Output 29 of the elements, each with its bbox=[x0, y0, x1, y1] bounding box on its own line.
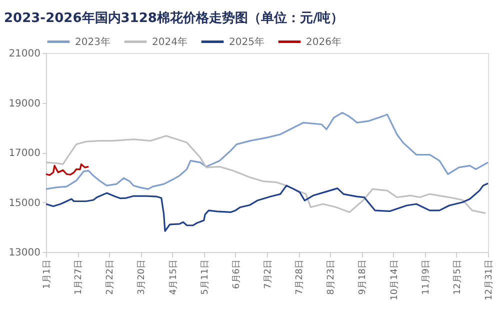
x-tick-label: 1月1日 bbox=[42, 260, 52, 289]
line-series bbox=[45, 182, 489, 232]
x-tick-label: 12月5日 bbox=[452, 260, 463, 295]
x-tick-label: 7月28日 bbox=[295, 260, 306, 295]
line-series bbox=[45, 163, 90, 176]
legend-label: 2026年 bbox=[306, 36, 342, 48]
x-tick-label: 4月15日 bbox=[168, 260, 179, 295]
y-tick-label: 17000 bbox=[8, 148, 40, 159]
y-tick-label: 15000 bbox=[8, 198, 40, 209]
y-tick-label: 19000 bbox=[8, 98, 40, 110]
x-tick-label: 10月14日 bbox=[390, 260, 400, 300]
legend-label: 2023年 bbox=[75, 36, 110, 48]
line-series bbox=[45, 135, 486, 214]
x-tick-label: 3月20日 bbox=[137, 260, 148, 295]
legend-label: 2024年 bbox=[152, 36, 188, 48]
x-tick-label: 6月6日 bbox=[232, 260, 242, 289]
x-tick-label: 11月9日 bbox=[421, 260, 432, 295]
y-tick-label: 13000 bbox=[8, 248, 40, 258]
legend-label: 2025年 bbox=[229, 36, 264, 48]
chart-title: 2023-2026年国内3128棉花价格走势图（单位：元/吨） bbox=[4, 10, 344, 26]
x-tick-label: 8月23日 bbox=[326, 260, 337, 295]
x-tick-label: 9月18日 bbox=[358, 260, 368, 295]
x-tick-label: 12月31日 bbox=[484, 260, 494, 300]
x-tick-label: 5月11日 bbox=[200, 260, 210, 295]
x-tick-label: 2月22日 bbox=[106, 260, 116, 295]
x-tick-label: 1月27日 bbox=[74, 260, 84, 295]
line-series bbox=[45, 112, 489, 190]
x-tick-label: 7月2日 bbox=[264, 260, 274, 289]
y-tick-label: 21000 bbox=[8, 48, 40, 60]
